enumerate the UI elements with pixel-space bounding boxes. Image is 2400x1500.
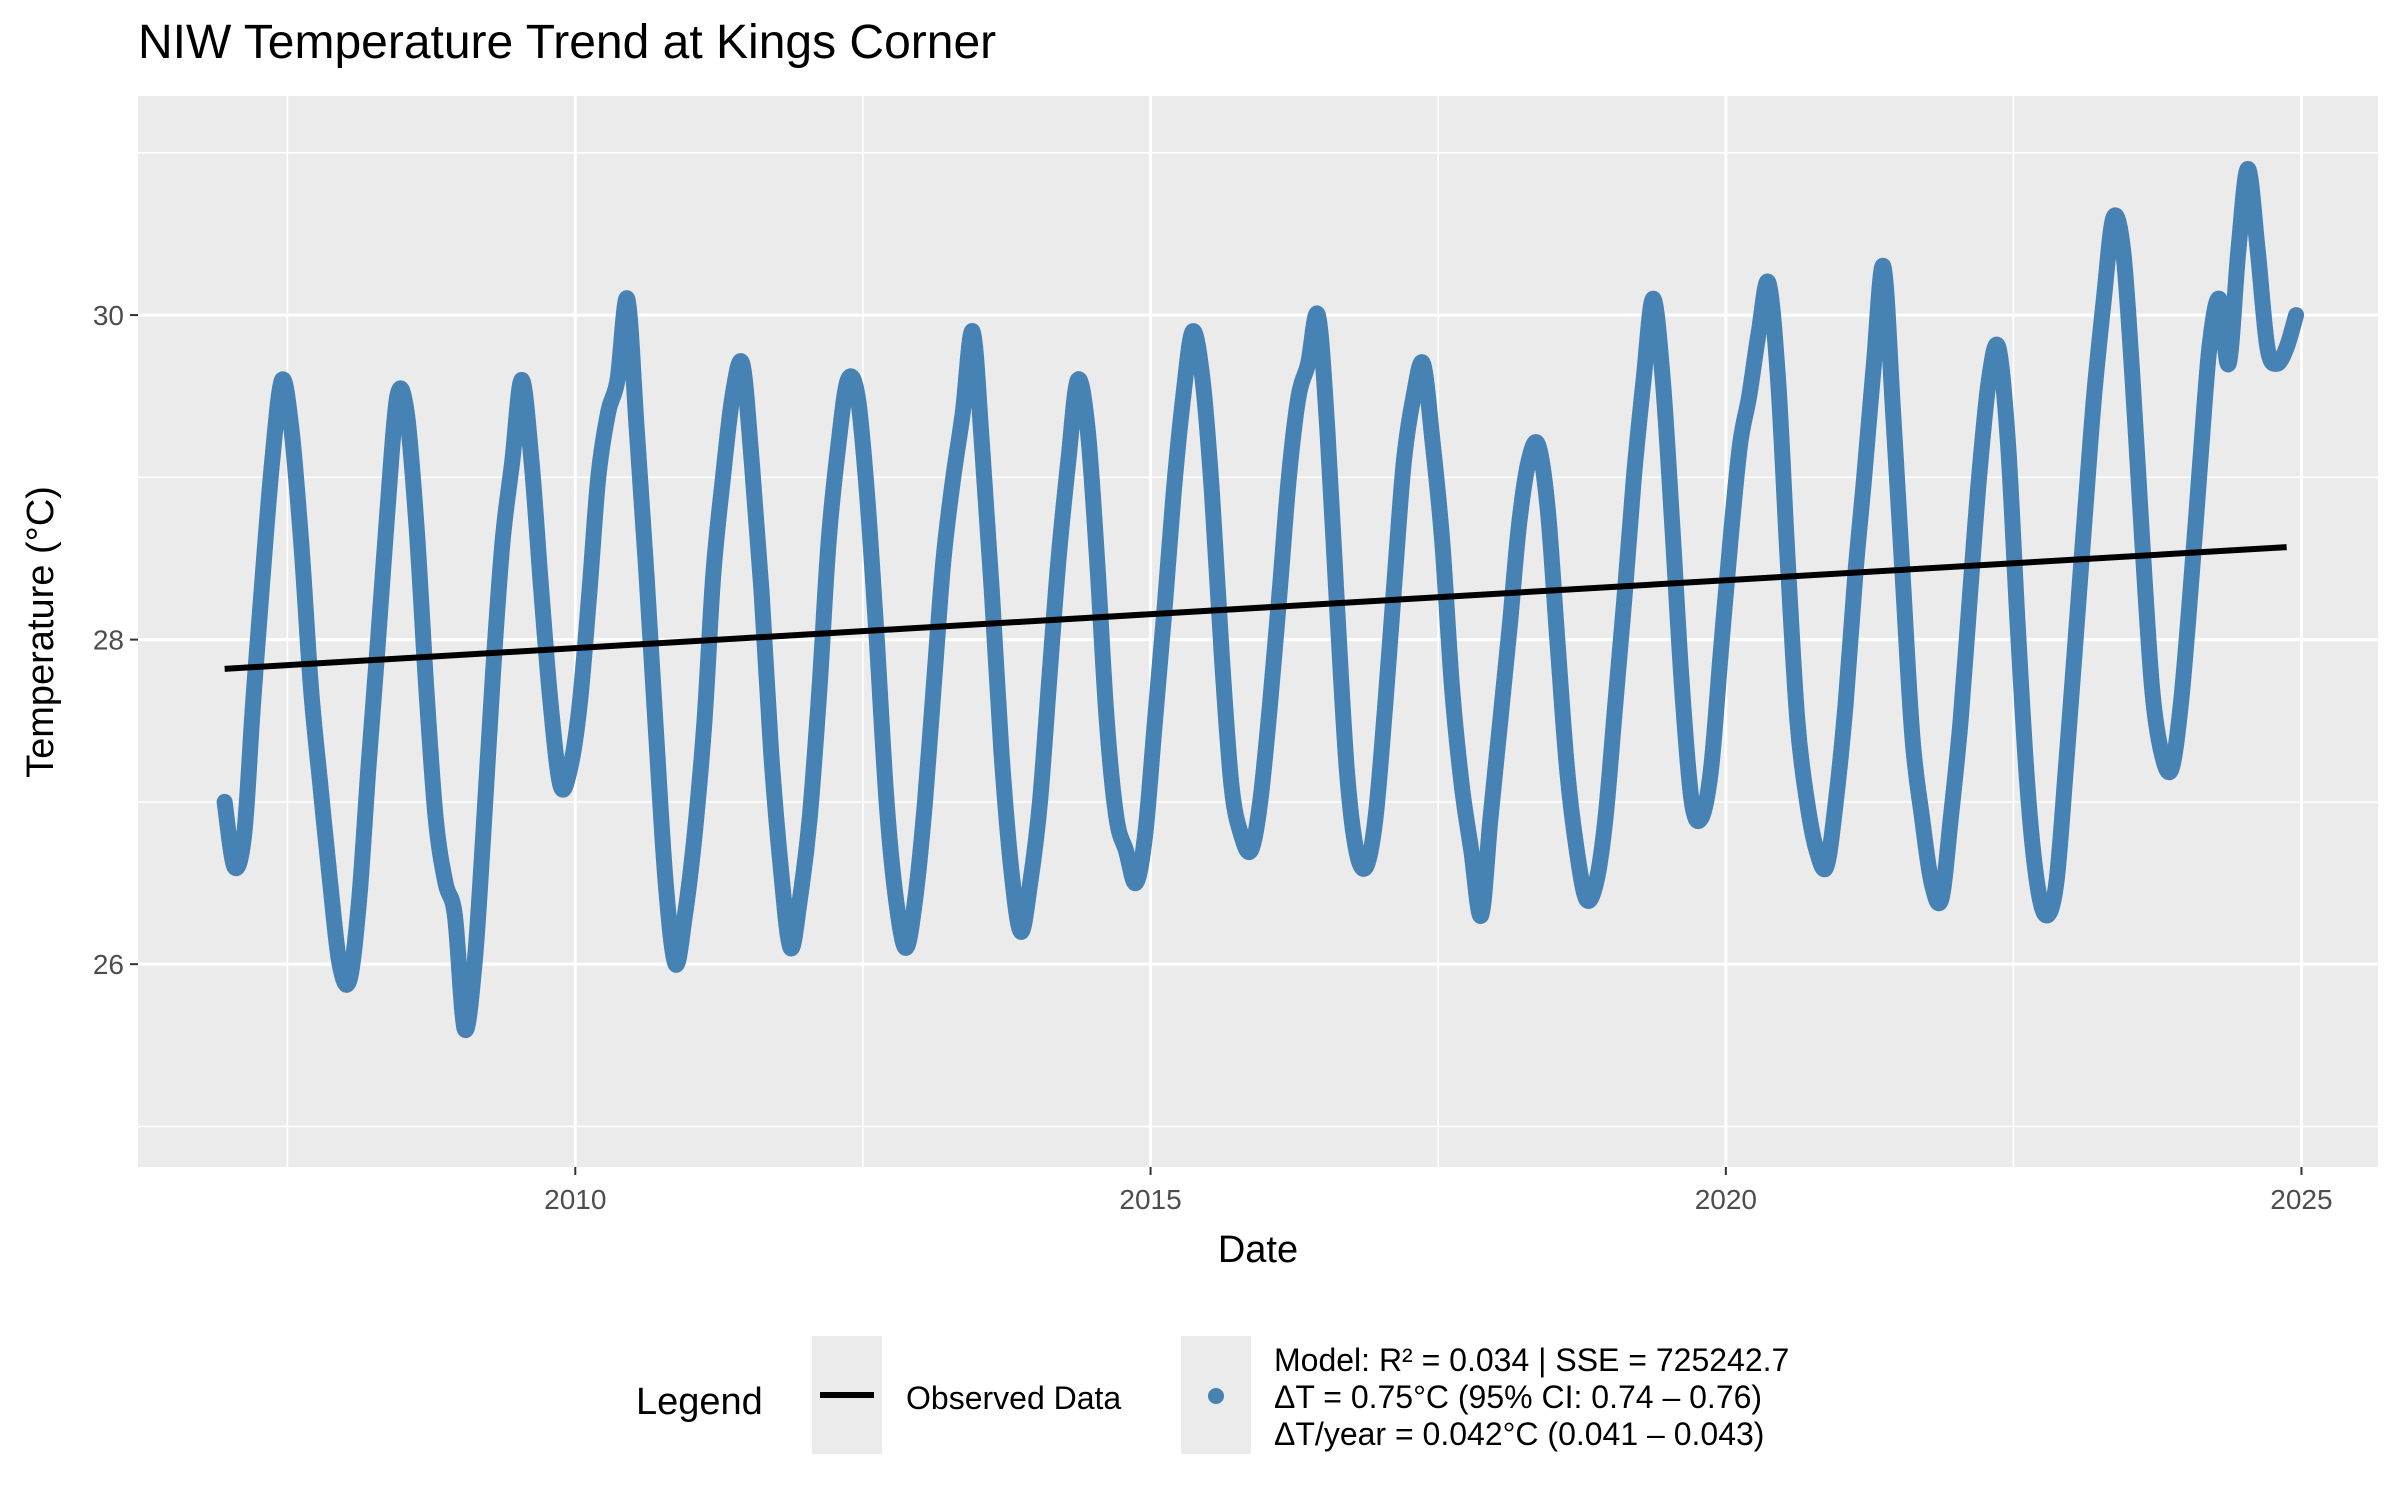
x-tick-label: 2020 — [1695, 1184, 1757, 1215]
x-tick-label: 2015 — [1119, 1184, 1181, 1215]
legend-key-point — [1208, 1388, 1224, 1404]
legend-model-line: Model: R² = 0.034 | SSE = 725242.7 — [1274, 1342, 1789, 1378]
y-tick-label: 26 — [93, 949, 124, 980]
trend-line — [224, 544, 2287, 672]
y-tick-label: 30 — [93, 300, 124, 331]
observed-temperature-line — [216, 161, 2305, 1039]
axes: 2010 2015 2020 2025 26 28 30 — [93, 300, 2333, 1215]
plot-panel — [138, 96, 2378, 1167]
legend-label-observed: Observed Data — [906, 1380, 1121, 1416]
data-series — [216, 161, 2305, 1039]
x-axis-title: Date — [1218, 1229, 1298, 1271]
x-tick-label: 2025 — [2270, 1184, 2332, 1215]
legend-label-model: Model: R² = 0.034 | SSE = 725242.7 ΔT = 0… — [1274, 1342, 1789, 1452]
chart-title: NIW Temperature Trend at Kings Corner — [138, 16, 996, 69]
y-tick-label: 28 — [93, 625, 124, 656]
legend: Legend Observed Data Model: R² = 0.034 |… — [636, 1336, 1789, 1454]
legend-model-line: ΔT/year = 0.042°C (0.041 – 0.043) — [1274, 1416, 1764, 1452]
x-tick-label: 2010 — [544, 1184, 606, 1215]
legend-title: Legend — [636, 1381, 763, 1423]
y-axis-title: Temperature (°C) — [20, 486, 62, 778]
legend-model-line: ΔT = 0.75°C (95% CI: 0.74 – 0.76) — [1274, 1379, 1762, 1415]
